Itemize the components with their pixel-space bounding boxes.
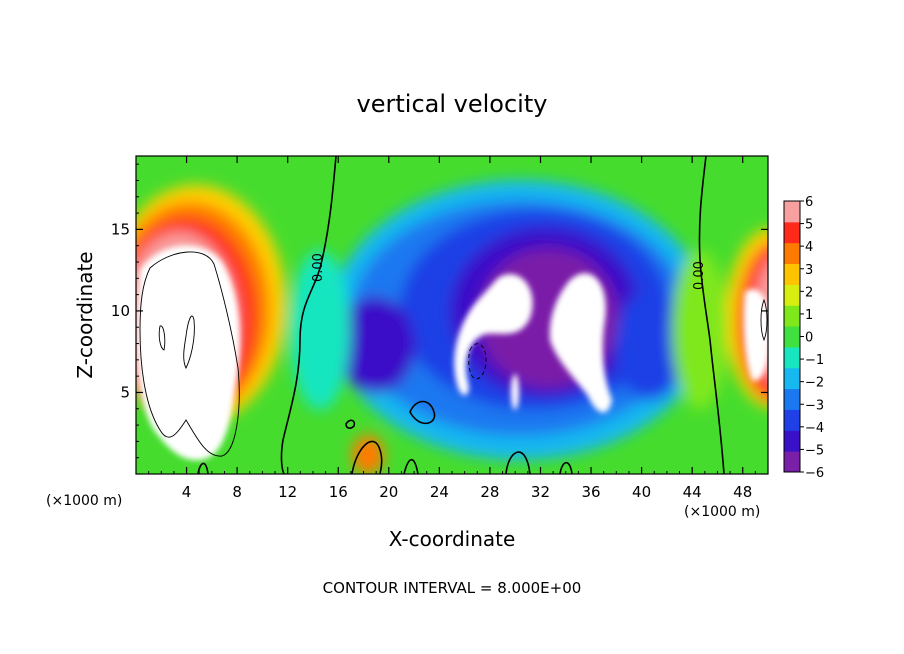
x-tick-label: 4 [182,483,192,501]
colorbar-swatch [784,326,800,348]
white-region [136,245,240,461]
colorbar-swatch [784,367,800,390]
colorbar-swatch [784,242,800,265]
colorbar-swatch [784,388,800,410]
contour-label: 0.00 [311,253,326,282]
colorbar-tick-label: −5 [805,443,824,458]
positive-contour [183,315,195,370]
colorbar: 6 5 4 3 2 1 0 −1 −2 −3 −4 −5 −6 [783,195,824,481]
colorbar-tick-label: 6 [805,195,813,210]
contour-label: 0.00 [692,261,707,290]
white-region [743,289,768,381]
y-axis: 5 10 15 [111,163,768,459]
contour-small [409,400,436,425]
x-tick-label: 16 [329,483,348,501]
colorbar-swatch [784,346,800,369]
chart-title: vertical velocity [357,90,548,118]
white-region [511,374,519,410]
zero-contour-right [698,156,725,474]
y-tick-label: 5 [120,383,130,401]
x-axis-unit: (×1000 m) [46,493,122,509]
colorbar-swatch [784,263,800,285]
contour-small [197,462,209,474]
contour-small [403,458,419,474]
colorbar-tick-label: −1 [805,353,824,368]
x-tick-label: 36 [581,483,600,501]
colorbar-swatch [784,409,800,431]
contour-interval-note: CONTOUR INTERVAL = 8.000E+00 [323,579,582,597]
colorbar-tick-label: 0 [805,331,813,346]
colorbar-tick-label: 2 [805,285,813,300]
colorbar-swatch [784,451,800,473]
x-axis: 4 8 12 16 20 24 28 32 36 40 44 48 [148,156,756,501]
colorbar-swatch [784,221,800,244]
x-tick-label: 20 [379,483,398,501]
field-blob [352,435,384,474]
field-blob [290,250,350,410]
contour-small [351,440,383,474]
x-tick-label: 40 [632,483,651,501]
negative-contour [468,343,487,380]
zero-contour-left [280,156,337,474]
colorbar-tick-label: 5 [805,218,813,233]
contour-small [559,461,573,474]
contour-small [505,451,531,474]
colorbar-tick-label: −6 [805,466,824,481]
colorbar-tick-label: −3 [805,398,824,413]
colorbar-tick-label: 3 [805,263,813,278]
y-tick-label: 10 [111,302,130,320]
positive-contour [158,325,166,351]
colorbar-swatch [784,305,800,327]
field-blob [615,290,685,400]
y-tick-label: 15 [111,220,130,238]
x-axis-label: X-coordinate [389,527,516,551]
y-axis-label: Z-coordinate [73,251,97,378]
colorbar-tick-label: −2 [805,376,824,391]
contours [197,156,725,474]
x-tick-label: 12 [278,483,297,501]
plot-area [136,156,768,474]
colorbar-swatch [784,201,800,223]
x-tick-label: 28 [480,483,499,501]
x-axis-unit-right: (×1000 m) [684,504,760,520]
field-cores [136,245,768,461]
colorbar-tick-label: 4 [805,240,813,255]
positive-contour [139,251,240,457]
contour-label-group: 0.00 0.00 [311,253,707,290]
contour-small [345,419,356,429]
x-tick-label: 8 [232,483,242,501]
colorbar-swatch [784,284,800,306]
x-tick-label: 44 [683,483,702,501]
colorbar-swatch [784,430,800,452]
white-region [454,274,533,396]
colorbar-tick-label: 1 [805,308,813,323]
colorbar-tick-label: −4 [805,421,824,436]
x-tick-label: 24 [430,483,449,501]
x-tick-label: 48 [733,483,752,501]
x-tick-label: 32 [531,483,550,501]
white-region [549,273,612,413]
field-blob [335,297,415,393]
